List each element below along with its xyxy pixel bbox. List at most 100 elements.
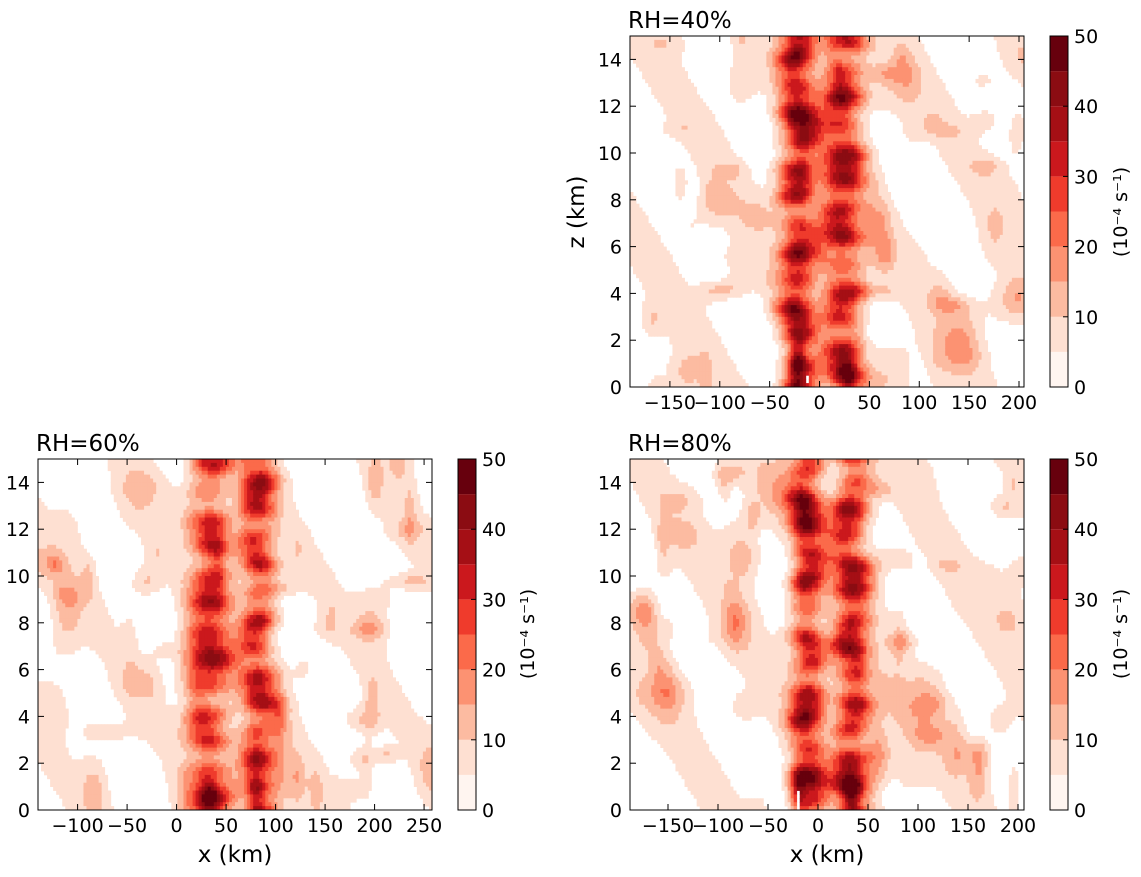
field-cell — [860, 320, 864, 325]
field-cell — [633, 238, 637, 244]
field-cell — [714, 359, 719, 364]
field-cell — [854, 180, 858, 185]
field-cell — [860, 63, 864, 68]
field-cell — [745, 36, 749, 41]
field-cell — [726, 160, 731, 166]
field-cell — [808, 270, 813, 275]
field-cell — [808, 375, 813, 380]
field-cell — [778, 59, 782, 64]
field-cell — [699, 137, 704, 142]
field-cell — [817, 281, 822, 286]
field-cell — [775, 90, 779, 95]
field-cell — [851, 55, 855, 60]
field-cell — [845, 297, 849, 302]
field-cell — [745, 258, 749, 263]
field-cell — [827, 375, 831, 380]
field-cell — [769, 164, 773, 169]
field-cell — [790, 351, 795, 357]
field-cell — [708, 371, 713, 376]
field-cell — [717, 355, 722, 361]
field-cell — [760, 51, 764, 56]
field-cell — [848, 121, 852, 127]
field-cell — [702, 141, 707, 146]
field-cell — [723, 289, 728, 294]
field-cell — [645, 328, 649, 333]
field-cell — [833, 172, 837, 177]
field-cell — [690, 359, 695, 364]
field-cell — [851, 227, 855, 232]
field-cell — [699, 149, 704, 154]
field-cell — [799, 63, 804, 68]
field-cell — [669, 86, 673, 91]
field-cell — [781, 121, 785, 127]
field-cell — [817, 293, 822, 298]
field-cell — [814, 258, 819, 263]
field-cell — [669, 281, 673, 286]
field-cell — [787, 78, 792, 84]
field-cell — [845, 153, 849, 158]
field-cell — [796, 67, 801, 72]
field-cell — [842, 320, 846, 325]
field-cell — [784, 149, 788, 154]
field-cell — [754, 270, 758, 275]
field-cell — [863, 63, 867, 68]
field-cell — [820, 78, 825, 84]
field-cell — [839, 106, 843, 111]
field-cell — [787, 344, 792, 349]
field-cell — [857, 371, 861, 376]
field-cell — [639, 63, 643, 68]
field-cell — [633, 36, 637, 41]
field-cell — [854, 153, 858, 158]
field-cell — [787, 203, 792, 208]
field-cell — [793, 47, 798, 52]
field-cell — [675, 379, 679, 384]
field-cell — [787, 176, 792, 181]
field-cell — [851, 94, 855, 99]
field-cell — [714, 219, 719, 224]
field-cell — [714, 121, 719, 127]
field-cell — [833, 203, 837, 208]
field-cell — [672, 336, 676, 341]
field-cell — [690, 114, 695, 119]
field-cell — [714, 336, 719, 341]
field-cell — [675, 344, 679, 349]
field-cell — [833, 75, 837, 80]
field-cell — [690, 82, 695, 88]
field-cell — [802, 336, 807, 341]
field-cell — [645, 39, 649, 45]
field-cell — [857, 336, 861, 341]
field-cell — [772, 129, 776, 134]
field-cell — [863, 164, 867, 169]
field-cell — [693, 117, 698, 123]
field-cell — [651, 309, 655, 314]
field-cell — [708, 293, 713, 298]
field-cell — [772, 125, 776, 130]
field-cell — [836, 262, 840, 267]
field-cell — [808, 55, 813, 60]
field-cell — [857, 270, 861, 275]
field-cell — [820, 71, 825, 76]
field-cell — [690, 324, 695, 329]
field-cell — [814, 277, 819, 283]
field-cell — [763, 207, 767, 212]
field-cell — [717, 336, 722, 341]
field-cell — [857, 254, 861, 259]
field-cell — [842, 164, 846, 169]
field-cell — [642, 219, 646, 224]
field-cell — [793, 188, 798, 193]
field-cell — [799, 203, 804, 208]
field-cell — [851, 273, 855, 279]
field-cell — [742, 246, 746, 251]
field-cell — [784, 39, 788, 45]
field-cell — [860, 359, 864, 364]
field-cell — [823, 145, 828, 150]
field-cell — [639, 231, 643, 236]
field-cell — [666, 281, 670, 286]
field-cell — [836, 324, 840, 329]
field-cell — [845, 133, 849, 138]
field-cell — [636, 231, 640, 236]
field-cell — [793, 359, 798, 364]
field-cell — [645, 43, 649, 49]
field-cell — [681, 305, 685, 310]
field-cell — [663, 270, 667, 275]
